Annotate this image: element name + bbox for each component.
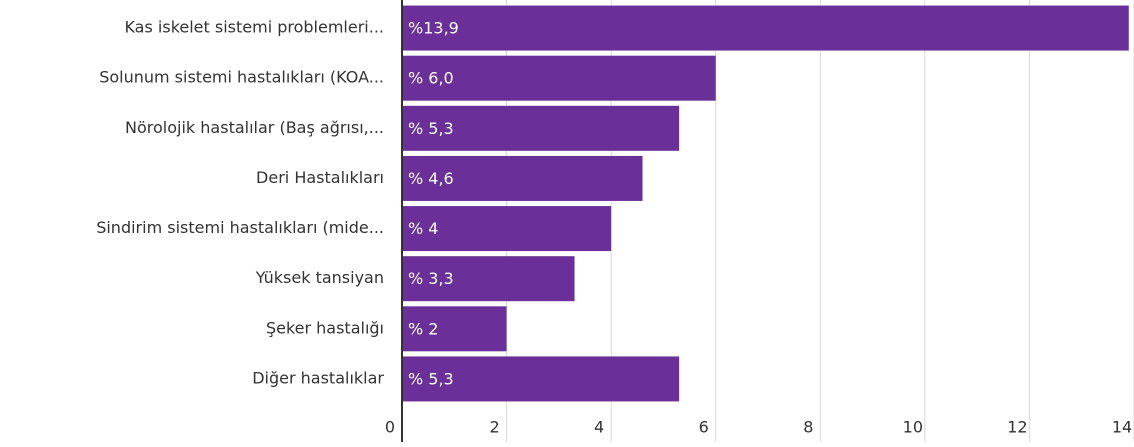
value-label: % 4,6 [408,169,454,188]
x-tick-label: 14 [1112,418,1132,437]
value-label: %13,9 [408,19,459,38]
bar [402,55,716,101]
x-tick-label: 6 [699,418,709,437]
x-tick-label: 2 [489,418,499,437]
value-label: % 3,3 [408,269,454,288]
x-tick-label: 4 [594,418,604,437]
bar [402,105,680,151]
y-tick-label: Diğer hastalıklar [252,368,384,387]
y-tick-label: Kas iskelet sistemi problemleri... [124,18,384,37]
bar [402,155,643,201]
x-tick-label: 0 [385,418,395,437]
value-label: % 5,3 [408,369,454,388]
bar [402,306,507,352]
bar [402,206,612,252]
value-label: % 6,0 [408,69,454,88]
value-label: % 5,3 [408,119,454,138]
y-tick-label: Nörolojik hastalılar (Baş ağrısı,... [125,118,384,137]
value-label: % 2 [408,319,438,338]
bar [402,5,1129,51]
x-tick-label: 8 [803,418,813,437]
y-tick-label: Şeker hastalığı [266,318,384,337]
y-tick-label: Solunum sistemi hastalıkları (KOA... [99,68,384,87]
bar [402,256,575,302]
bar [402,356,680,402]
y-tick-label: Yüksek tansiyan [255,268,384,287]
y-tick-label: Deri Hastalıkları [256,168,384,187]
x-tick-label: 10 [903,418,923,437]
value-label: % 4 [408,219,438,238]
y-tick-label: Sindirim sistemi hastalıkları (mide... [96,218,384,237]
x-tick-label: 12 [1007,418,1027,437]
